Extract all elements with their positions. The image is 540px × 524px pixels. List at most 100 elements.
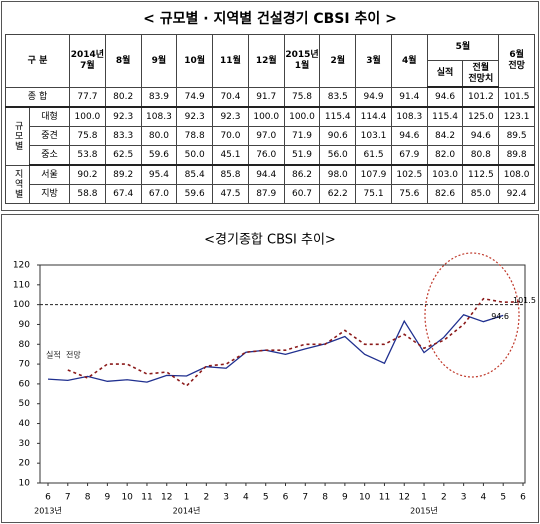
y-tick-label: 40	[19, 419, 31, 429]
cell-value: 76.0	[247, 145, 285, 166]
cell-value: 94.4	[247, 164, 285, 185]
header-sub: 실적	[426, 60, 464, 88]
cell-value: 83.9	[140, 86, 178, 108]
header-month: 3월	[355, 34, 392, 88]
x-tick-label: 9	[342, 493, 348, 503]
header-month: 11월	[212, 34, 249, 88]
x-tick-label: 6	[45, 493, 51, 503]
x-tick-label: 11	[379, 493, 390, 503]
header-label: 구 분	[4, 34, 71, 88]
table-row: 지방 58.8 67.4 67.0 59.6 47.5 87.9 60.7 62.2 75.1 75…	[6, 184, 535, 204]
cell-value: 114.4	[355, 106, 392, 127]
x-tick-label: 8	[322, 493, 328, 503]
cell-value: 70.4	[212, 86, 249, 108]
cell-value: 85.0	[462, 184, 500, 204]
cell-value: 92.3	[104, 106, 142, 127]
cell-value: 62.2	[319, 184, 357, 204]
cell-value: 89.2	[104, 164, 142, 185]
header-month: 2월	[319, 34, 357, 88]
cell-value: 100.0	[247, 106, 285, 127]
x-tick-label: 10	[121, 493, 133, 503]
x-year-label: 2014년	[173, 506, 201, 516]
cell-value: 70.0	[212, 126, 249, 146]
series-line	[47, 313, 504, 383]
cell-value: 92.4	[498, 184, 535, 204]
cell-value: 85.8	[212, 164, 249, 185]
row-label: 종 합	[4, 86, 71, 108]
highlight-circle	[424, 252, 520, 378]
x-tick-label: 4	[481, 493, 487, 503]
cell-value: 86.2	[283, 164, 321, 185]
cell-value: 92.3	[176, 106, 214, 127]
chart-panel	[1, 214, 539, 523]
y-tick-label: 70	[19, 360, 31, 370]
x-year-label: 2015년	[410, 506, 438, 516]
cell-value: 75.6	[390, 184, 428, 204]
y-tick-label: 20	[19, 459, 31, 469]
x-tick-label: 10	[359, 493, 371, 503]
cell-value: 115.4	[426, 106, 464, 127]
x-tick-label: 1	[421, 493, 427, 503]
cell-value: 94.6	[426, 86, 464, 108]
cell-value: 59.6	[176, 184, 214, 204]
header-row: 실적 전월 전망치	[6, 60, 535, 88]
cell-value: 91.7	[247, 86, 285, 108]
cell-value: 91.4	[390, 86, 428, 108]
x-tick-label: 7	[65, 493, 71, 503]
cell-value: 80.8	[462, 145, 500, 166]
cell-value: 78.8	[176, 126, 214, 146]
cell-value: 108.3	[140, 106, 178, 127]
cell-value: 53.8	[69, 145, 106, 166]
cell-value: 115.4	[319, 106, 357, 127]
header-month: 2014년 7월	[69, 34, 106, 88]
x-tick-label: 2	[203, 493, 209, 503]
header-may: 5월	[426, 34, 500, 61]
header-month: 8월	[104, 34, 142, 88]
cell-value: 62.5	[104, 145, 142, 166]
cell-value: 60.7	[283, 184, 321, 204]
cell-value: 95.4	[140, 164, 178, 185]
cell-value: 94.6	[462, 126, 500, 146]
cell-value: 90.6	[319, 126, 357, 146]
cell-value: 83.3	[104, 126, 142, 146]
cell-value: 58.8	[69, 184, 106, 204]
header-month: 12월	[247, 34, 285, 88]
cell-value: 100.0	[283, 106, 321, 127]
x-tick-label: 6	[283, 493, 289, 503]
cell-value: 94.9	[355, 86, 392, 108]
table-panel	[1, 1, 539, 211]
chart-title: <경기종합 CBSI 추이>	[204, 233, 336, 248]
chart: <경기종합 CBSI 추이> 1020304050607080901001101…	[13, 233, 536, 516]
x-tick-label: 8	[85, 493, 91, 503]
y-tick-label: 100	[13, 300, 30, 310]
cell-value: 67.9	[390, 145, 428, 166]
cell-value: 82.0	[426, 145, 464, 166]
x-tick-label: 11	[141, 493, 152, 503]
x-tick-label: 6	[520, 493, 526, 503]
y-tick-label: 120	[13, 261, 30, 271]
annotation: 101.5	[513, 296, 536, 305]
cell-value: 90.2	[69, 164, 106, 185]
cell-value: 107.9	[355, 164, 392, 185]
cell-value: 101.2	[462, 86, 500, 108]
y-tick-label: 90	[19, 320, 31, 330]
series-line	[67, 297, 524, 387]
cell-value: 94.6	[390, 126, 428, 146]
group-label: 지역별	[5, 164, 30, 204]
header-row: 구 분 2014년 7월 8월 9월 10월 11월 12월 2015년 1월 2월 3월 4월 5월…	[4, 34, 535, 88]
cell-value: 103.1	[355, 126, 392, 146]
table-row: 종 합 77.7 80.2 83.9 74.9 70.4 91.7 75.8 83.5 94.9 9…	[4, 86, 535, 108]
row-label: 지방	[28, 184, 71, 204]
x-tick-label: 3	[461, 493, 467, 503]
cell-value: 103.0	[426, 164, 464, 185]
legend-label: 전망	[66, 350, 81, 360]
header-month: 9월	[140, 34, 178, 88]
cell-value: 83.5	[319, 86, 357, 108]
y-tick-label: 60	[19, 379, 31, 389]
cell-value: 45.1	[212, 145, 249, 166]
x-tick-label: 9	[105, 493, 111, 503]
header-june: 6월 전망	[498, 34, 535, 88]
cell-value: 80.2	[104, 86, 142, 108]
cell-value: 50.0	[176, 145, 214, 166]
y-tick-label: 10	[19, 479, 31, 489]
